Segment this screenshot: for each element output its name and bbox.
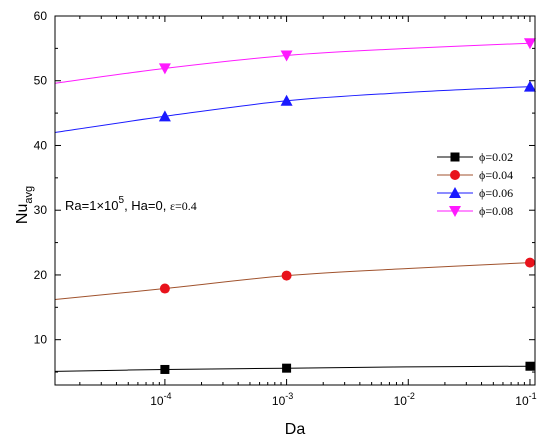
annotation-exp: 5 [119,195,125,206]
annotation-eps: ε=0.4 [170,199,197,213]
series-1-point [525,361,535,371]
annotation-prefix: Ra=1×10 [65,198,119,213]
series-2-point [159,283,170,294]
series-4-point [523,38,536,50]
legend-label-4: ϕ=0.08 [479,204,513,218]
series-2-point [281,270,292,281]
annotation-mid: , Ha=0, [124,198,170,213]
y-axis-title-main: Nu [14,204,31,224]
series-3-point [158,110,171,122]
x-tick-label: 10-2 [394,391,415,408]
x-axis: 10-4 10-3 10-2 10-1 [79,16,537,408]
parameter-annotation: Ra=1×105, Ha=0, ε=0.4 [65,195,197,213]
series-1-point [160,364,170,374]
legend-label-2: ϕ=0.04 [479,168,513,182]
x-tick-label: 10-3 [272,391,293,408]
legend-label-1: ϕ=0.02 [479,150,513,164]
series-line-4 [54,42,531,84]
legend-marker-4 [449,206,461,217]
series-1-point [282,363,292,373]
series-4-point [280,50,293,62]
series-3-point [523,80,536,92]
series-line-2 [54,262,531,300]
series-line-3 [54,86,531,133]
series-2-point [524,257,535,268]
y-tick-label: 40 [34,138,48,152]
x-tick-label: 10-4 [150,391,171,408]
plot-area [54,15,536,386]
plot-markers [158,38,536,374]
legend-marker-1 [450,152,460,162]
series-3-point [280,94,293,106]
legend-marker-2 [450,170,460,180]
series-4-point [158,63,171,75]
series-line-1 [54,365,531,372]
x-axis-title: Da [285,421,306,438]
y-tick-label: 50 [34,74,48,88]
legend-label-3: ϕ=0.06 [479,186,513,200]
y-tick-label: 10 [34,333,48,347]
legend: ϕ=0.02 ϕ=0.04 ϕ=0.06 ϕ=0.08 [437,150,513,218]
y-tick-label: 20 [34,268,48,282]
y-axis-title: Nuavg [14,186,35,224]
y-axis: 10 20 30 40 50 60 [34,9,535,373]
y-axis-title-sub: avg [23,186,35,204]
y-tick-label: 30 [34,203,48,217]
legend-marker-3 [449,187,461,198]
x-tick-label: 10-1 [515,391,536,408]
y-tick-label: 60 [34,9,48,23]
